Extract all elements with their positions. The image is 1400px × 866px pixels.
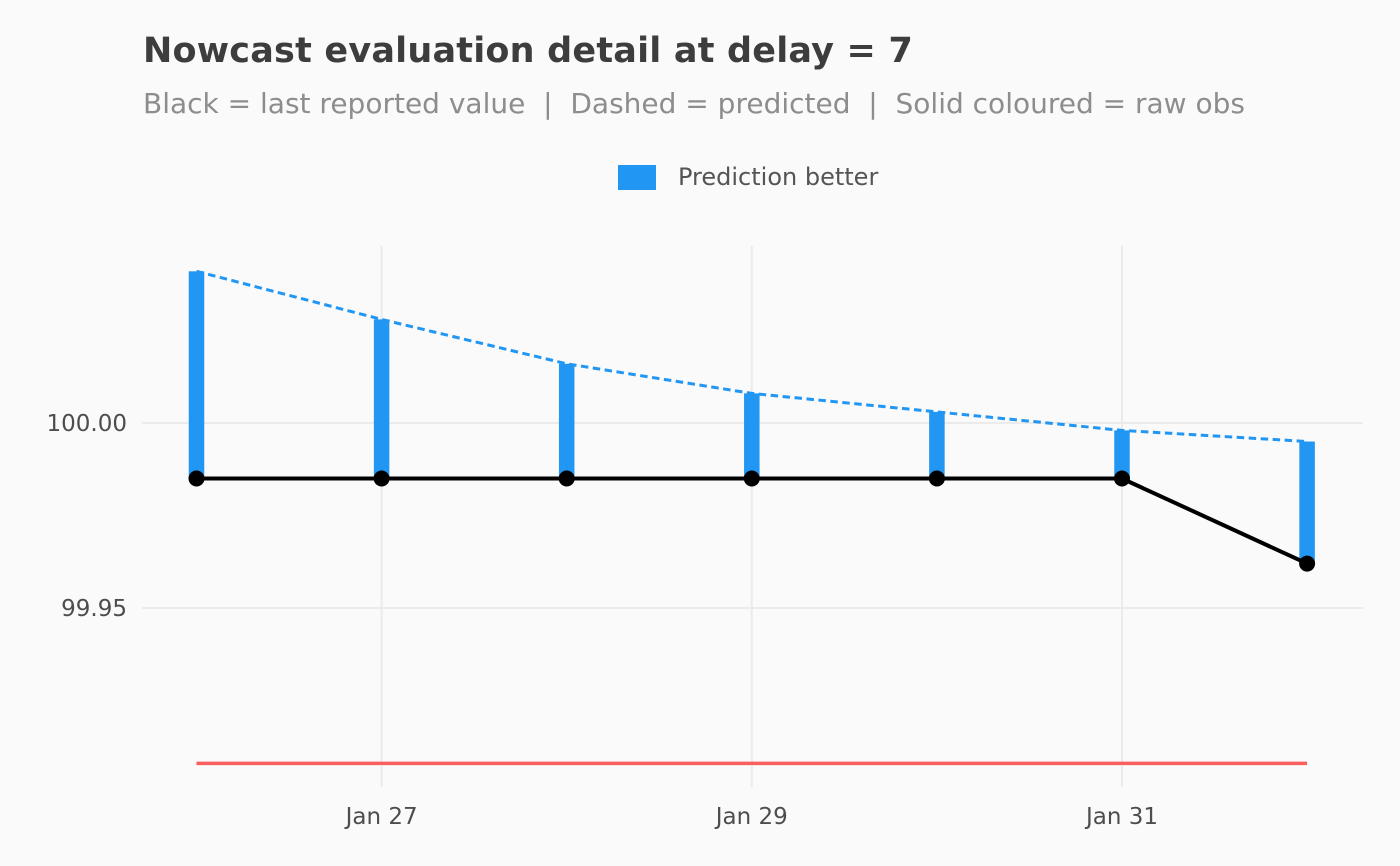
x-tick-label: Jan 31	[1084, 804, 1158, 830]
legend: Prediction better	[618, 163, 878, 191]
prediction-better-bar	[558, 363, 575, 479]
last-reported-marker	[373, 470, 390, 487]
prediction-better-bar	[929, 411, 945, 479]
chart-subtitle: Black = last reported value | Dashed = p…	[143, 87, 1245, 120]
last-reported-marker	[188, 470, 205, 487]
last-reported-marker	[1299, 555, 1316, 572]
x-tick-label: Jan 29	[714, 804, 788, 830]
prediction-better-bar	[373, 319, 390, 479]
chart-title: Nowcast evaluation detail at delay = 7	[143, 31, 914, 71]
legend-label-prediction-better: Prediction better	[678, 163, 879, 191]
prediction-better-bar	[744, 393, 760, 479]
y-tick-label: 100.00	[47, 411, 127, 437]
predicted-line	[196, 269, 1308, 443]
prediction-better-bar	[188, 271, 205, 479]
y-tick-label: 99.95	[61, 596, 127, 622]
legend-swatch-prediction-better	[618, 164, 656, 190]
last-reported-marker	[558, 470, 575, 487]
prediction-better-bar	[1114, 430, 1130, 479]
last-reported-marker	[928, 470, 945, 487]
last-reported-marker	[743, 470, 760, 487]
x-tick-label: Jan 27	[344, 804, 418, 830]
last-reported-marker	[1114, 470, 1130, 487]
prediction-better-bar	[1299, 441, 1315, 564]
